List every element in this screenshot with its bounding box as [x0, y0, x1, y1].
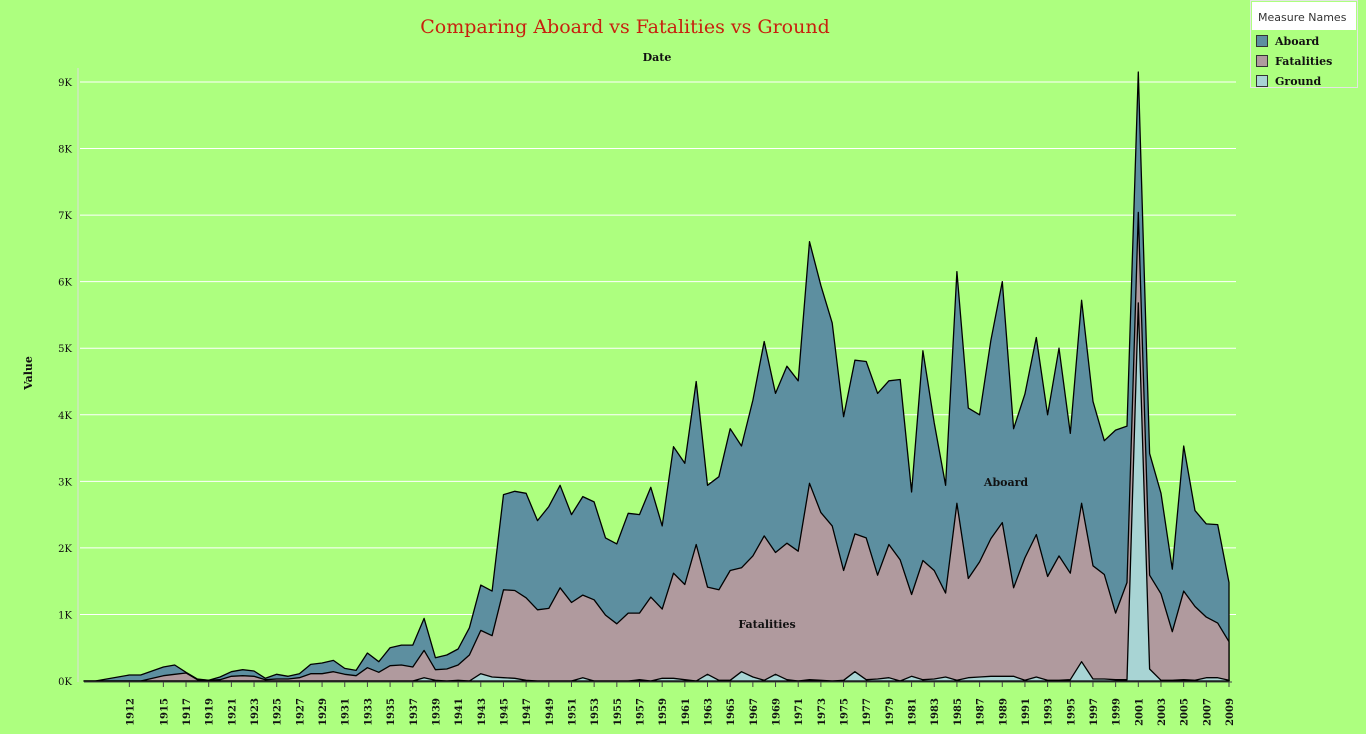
x-tick-label: 1969	[772, 698, 783, 726]
y-tick-label: 9K	[58, 78, 72, 89]
legend-title: Measure Names	[1252, 2, 1356, 30]
annotation-aboard: Aboard	[983, 476, 1028, 489]
x-tick-label: 1947	[522, 698, 533, 726]
legend-swatch-aboard	[1256, 35, 1268, 47]
y-tick-label: 5K	[58, 344, 72, 355]
x-tick-label: 1967	[749, 698, 760, 726]
x-tick-label: 1953	[590, 698, 601, 726]
legend-item-fatalities[interactable]: Fatalities	[1251, 51, 1357, 71]
area-ground	[83, 302, 1230, 682]
legend-item-aboard[interactable]: Aboard	[1251, 31, 1357, 51]
y-tick-label: 3K	[58, 477, 72, 488]
x-tick-label: 1971	[794, 698, 805, 726]
y-tick-label: 4K	[58, 411, 72, 422]
x-tick-label: 1921	[227, 698, 238, 726]
y-axis-title: Value	[22, 356, 35, 391]
x-tick-label: 1925	[273, 698, 284, 726]
x-tick-label: 1987	[976, 698, 987, 726]
x-axis-title: Date	[643, 51, 672, 64]
y-tick-label: 6K	[58, 278, 72, 289]
x-tick-label: 2007	[1202, 698, 1213, 726]
legend-item-ground[interactable]: Ground	[1251, 71, 1357, 91]
legend-swatch-ground	[1256, 75, 1268, 87]
legend-swatch-fatalities	[1256, 55, 1268, 67]
x-tick-label: 1977	[862, 698, 873, 726]
x-tick-label: 1927	[295, 698, 306, 726]
x-tick-label: 1961	[681, 698, 692, 726]
x-tick-label: 1923	[250, 698, 261, 726]
y-axis-ticks: 0K 1K 2K 3K 4K 5K 6K 7K 8K 9K	[58, 78, 72, 688]
legend-label-ground: Ground	[1275, 74, 1322, 88]
x-tick-label: 2001	[1134, 698, 1145, 726]
x-tick-label: 2005	[1180, 698, 1191, 726]
legend: Measure Names Aboard Fatalities Ground	[1250, 0, 1358, 88]
x-tick-label: 1965	[726, 698, 737, 726]
area-fatalities	[83, 211, 1230, 682]
y-tick-label: 2K	[58, 544, 72, 555]
x-tick-label: 1949	[545, 698, 556, 726]
x-tick-label: 1989	[998, 698, 1009, 726]
x-tick-label: 1933	[363, 698, 374, 726]
x-tick-label: 1983	[930, 698, 941, 726]
x-tick-label: 1912	[125, 698, 136, 726]
chart-title: Comparing Aboard vs Fatalities vs Ground	[420, 16, 829, 38]
x-tick-label: 1993	[1044, 698, 1055, 726]
x-tick-label: 1939	[431, 698, 442, 726]
y-tick-label: 8K	[58, 145, 72, 156]
x-tick-label: 1999	[1112, 698, 1123, 726]
x-tick-label: 2003	[1157, 698, 1168, 726]
y-tick-label: 0K	[58, 677, 72, 688]
gridlines	[80, 81, 1236, 615]
x-tick-label: 1973	[817, 698, 828, 726]
x-tick-label: 1935	[386, 698, 397, 726]
x-tick-label: 1957	[636, 698, 647, 726]
x-tick-label: 1979	[885, 698, 896, 726]
x-tick-label: 1975	[840, 698, 851, 726]
x-tick-label: 1929	[318, 698, 329, 726]
x-tick-label: 1931	[341, 698, 352, 726]
x-axis-ticks: 1912 1915 1917 1919 1921 1923 1925 1927 1929 1931…	[84, 681, 1236, 726]
x-tick-label: 1945	[500, 698, 511, 726]
x-tick-label: 1941	[454, 698, 465, 726]
x-tick-label: 1991	[1021, 698, 1032, 726]
y-tick-label: 7K	[58, 211, 72, 222]
x-tick-label: 1955	[613, 698, 624, 726]
x-tick-label: 1919	[205, 698, 216, 726]
x-tick-label: 1943	[477, 698, 488, 726]
annotation-fatalities: Fatalities	[738, 618, 795, 631]
x-tick-label: 1951	[568, 698, 579, 726]
x-tick-label: 1997	[1089, 698, 1100, 726]
y-tick-label: 1K	[58, 610, 72, 621]
x-tick-label: 1917	[182, 698, 193, 726]
legend-label-aboard: Aboard	[1275, 34, 1320, 48]
x-tick-label: 1959	[658, 698, 669, 726]
x-tick-label: 1981	[908, 698, 919, 726]
area-series	[83, 71, 1230, 682]
x-tick-label: 1963	[704, 698, 715, 726]
area-aboard	[83, 71, 1230, 682]
x-tick-label: 1915	[159, 698, 170, 726]
x-tick-label: 1985	[953, 698, 964, 726]
x-tick-label: 1995	[1066, 698, 1077, 726]
x-tick-label: 2009	[1225, 698, 1236, 726]
x-tick-label: 1937	[409, 698, 420, 726]
legend-label-fatalities: Fatalities	[1275, 54, 1333, 68]
